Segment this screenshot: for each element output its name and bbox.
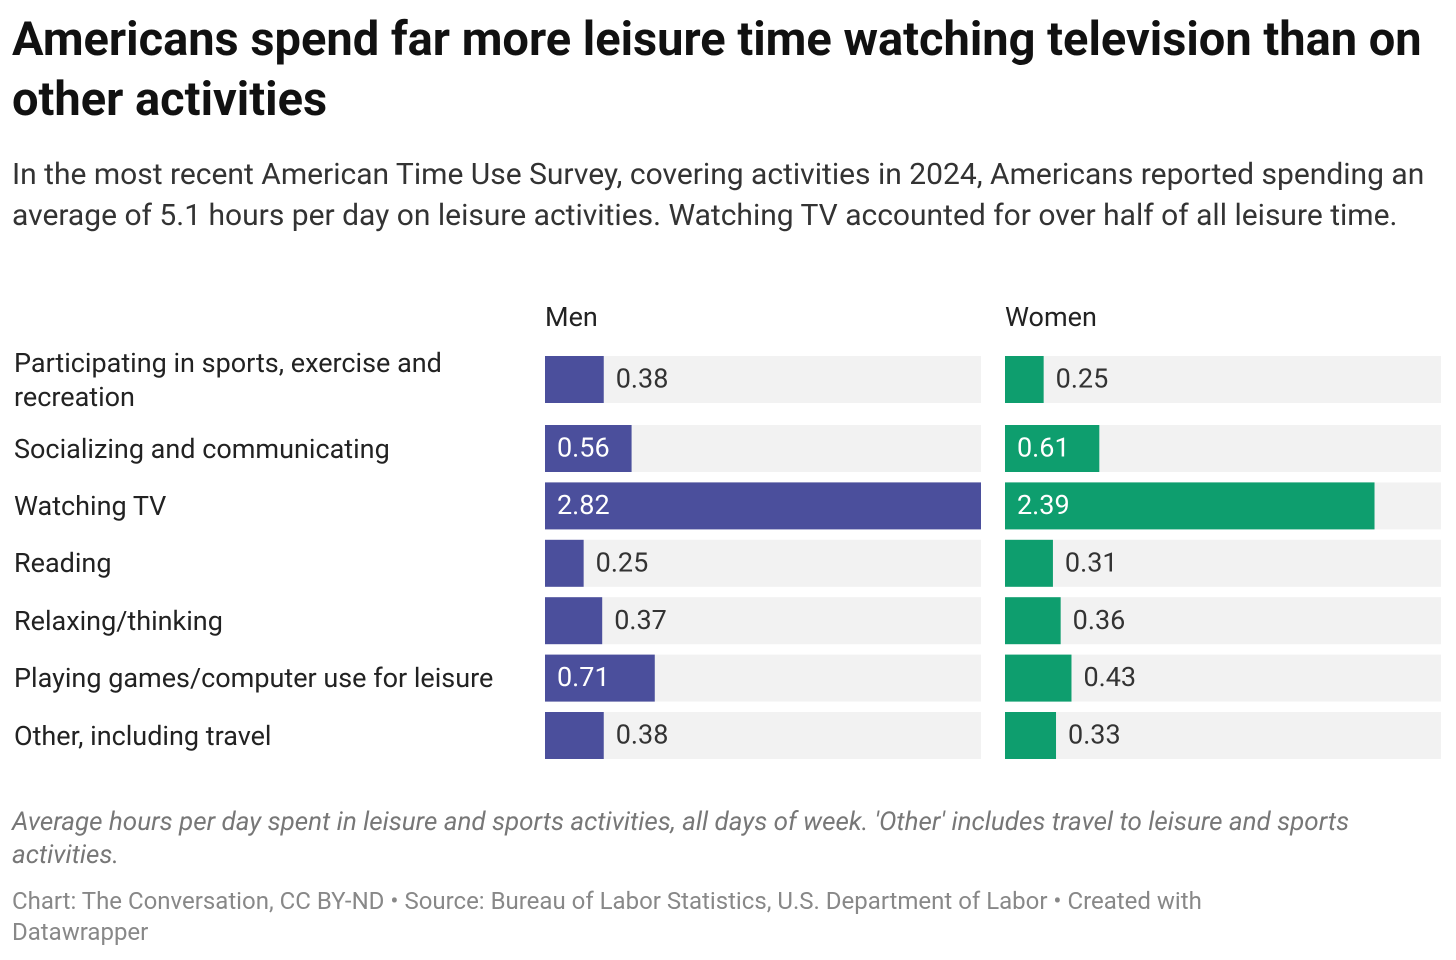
bar-track: [545, 712, 981, 759]
bar-track: [545, 539, 981, 587]
bar: [1005, 356, 1044, 403]
bar: [545, 539, 584, 587]
value-label: 0.37: [614, 604, 667, 636]
value-label: 0.71: [557, 661, 610, 693]
bar-track: [545, 597, 981, 645]
value-label: 0.33: [1068, 719, 1121, 751]
bar: [545, 482, 981, 530]
bar-track: [1005, 654, 1441, 702]
value-label: 0.31: [1065, 546, 1118, 578]
value-label: 0.61: [1017, 432, 1070, 464]
bar: [545, 425, 632, 472]
bar: [545, 712, 604, 759]
bar: [545, 356, 604, 403]
category-label: Playing games/computer use for leisure: [14, 662, 494, 695]
category-label: Other, including travel: [14, 719, 272, 752]
chart-title: Americans spend far more leisure time wa…: [12, 12, 1422, 127]
value-label: 0.38: [616, 719, 669, 751]
category-label: Relaxing/thinking: [14, 604, 223, 637]
value-label: 0.43: [1083, 661, 1136, 693]
category-label: Socializing and communicating: [14, 432, 390, 465]
bar-track: [545, 356, 981, 403]
value-label: 0.25: [596, 546, 649, 578]
chart-subtitle: In the most recent American Time Use Sur…: [12, 157, 1425, 233]
bar: [1005, 539, 1053, 587]
value-label: 2.39: [1017, 489, 1070, 521]
bar: [545, 597, 603, 645]
value-label: 0.38: [616, 363, 669, 395]
chart-credit: Chart: The Conversation, CC BY-ND • Sour…: [12, 887, 1202, 946]
bar: [1005, 654, 1072, 702]
bar: [1005, 597, 1061, 645]
bar: [1005, 425, 1100, 472]
value-label: 0.36: [1073, 604, 1126, 636]
bar: [1005, 482, 1375, 530]
chart-note: Average hours per day spent in leisure a…: [12, 807, 1350, 870]
category-label: Participating in sports, exercise and re…: [14, 346, 442, 413]
bar: [1005, 712, 1057, 759]
bar-track: [1005, 356, 1441, 403]
category-label: Reading: [14, 547, 112, 580]
category-label: Watching TV: [14, 489, 167, 522]
bar-track: [1005, 539, 1441, 587]
bar-track: [1005, 712, 1441, 759]
value-label: 0.25: [1056, 363, 1109, 395]
legend-label: Women: [1005, 301, 1097, 333]
bar-track: [1005, 597, 1441, 645]
value-label: 0.56: [557, 432, 610, 464]
value-label: 2.82: [557, 489, 610, 521]
chart: Men0.380.562.820.250.370.710.38Women0.25…: [545, 301, 1441, 759]
legend-label: Men: [545, 301, 598, 333]
bar: [545, 654, 655, 702]
